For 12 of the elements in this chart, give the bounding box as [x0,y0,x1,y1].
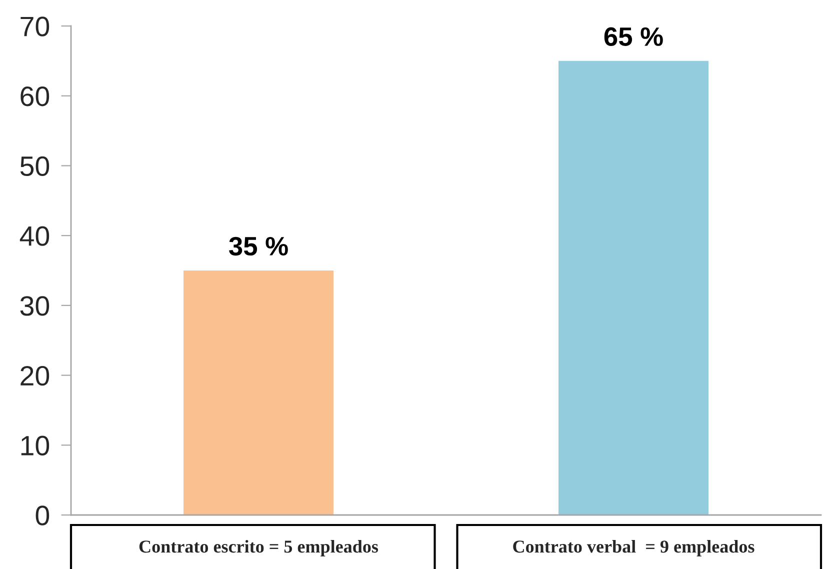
data-label: 35 % [229,236,288,256]
y-tick-label: 0 [36,506,50,526]
y-tick-label: 10 [21,436,50,456]
y-tick-label: 50 [20,156,50,176]
data-label: 65 % [604,27,663,46]
x-tick-label: Contrato verbal = 9 empleados [513,540,754,556]
x-tick-label: Contrato escrito = 5 empleados [139,540,378,556]
y-tick-label: 30 [20,296,50,316]
y-tick-label: 60 [20,86,50,106]
y-tick-label: 40 [20,226,50,246]
y-tick-label: 20 [20,366,50,386]
y-tick-label: 70 [20,16,50,36]
